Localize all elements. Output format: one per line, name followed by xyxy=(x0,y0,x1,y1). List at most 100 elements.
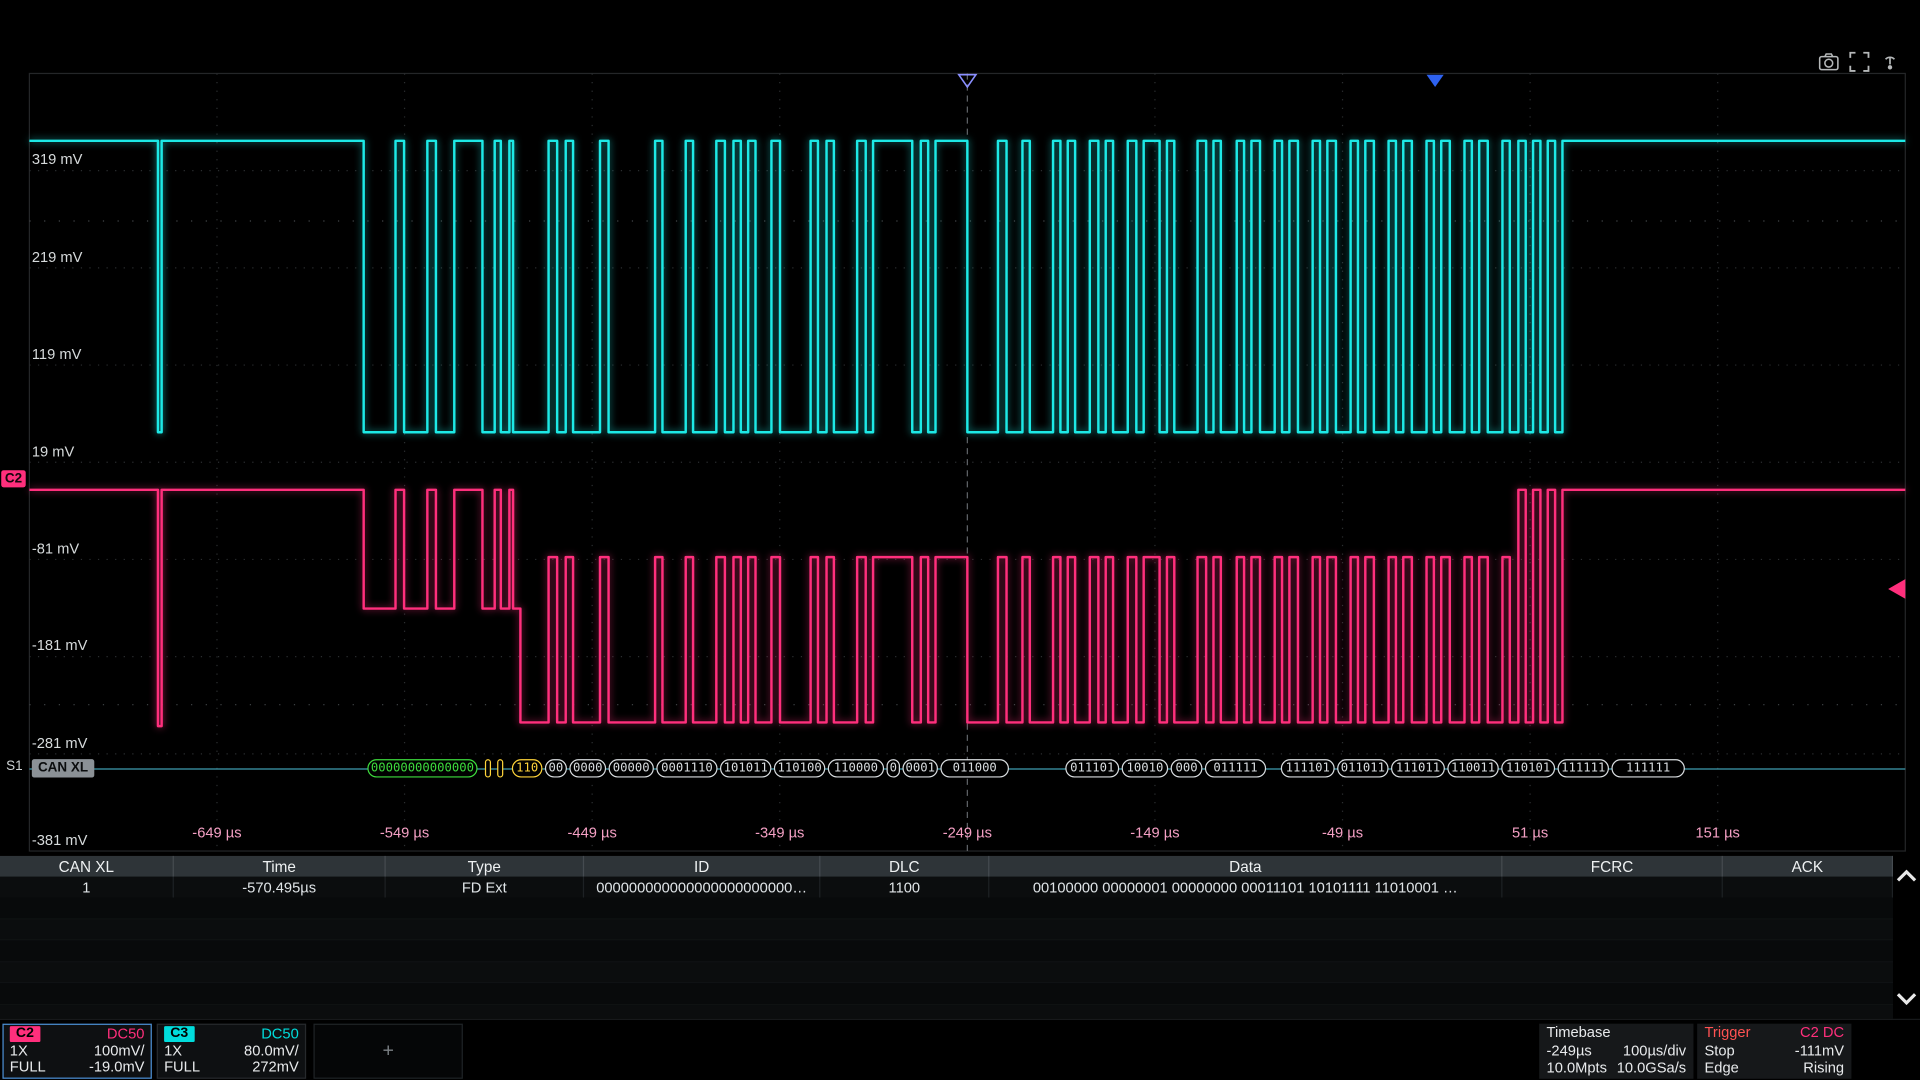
voltage-label: -281 mV xyxy=(31,734,88,752)
c2-probe-label: 1X xyxy=(9,1041,28,1059)
table-cell: 1 xyxy=(0,876,174,898)
decode-segment: 101011 xyxy=(720,759,772,778)
trigger-panel[interactable]: Trigger C2 DC Stop -111mV Edge Rising xyxy=(1697,1023,1852,1079)
table-scroll-up-button[interactable] xyxy=(1894,857,1919,894)
c2-coupling-label: DC50 xyxy=(106,1024,145,1043)
timebase-samplerate: 10.0GSa/s xyxy=(1616,1059,1687,1077)
decode-segment: 0 xyxy=(886,759,900,778)
table-header-data[interactable]: Data xyxy=(989,855,1503,877)
chevron-up-icon xyxy=(1896,869,1917,882)
c3-coupling-label: DC50 xyxy=(261,1024,299,1043)
decode-segment: 110011 xyxy=(1447,759,1499,778)
trigger-type: Edge xyxy=(1704,1059,1739,1077)
table-header-id[interactable]: ID xyxy=(584,855,821,877)
c3-probe-label: 1X xyxy=(164,1041,183,1059)
camera-icon xyxy=(1818,53,1839,71)
fullscreen-button[interactable] xyxy=(1848,51,1870,73)
table-row[interactable]: 1 -570.495µs FD Ext 00000000000000000000000… xyxy=(0,876,1894,898)
time-label: -449 µs xyxy=(567,824,617,842)
table-row-empty xyxy=(0,983,1894,1005)
c2-offset-label: -19.0mV xyxy=(88,1057,145,1076)
table-cell: -570.495µs xyxy=(174,876,386,898)
channel-c2-descriptor[interactable]: C2 DC50 1X 100mV/ FULL -19.0mV xyxy=(2,1023,152,1079)
decode-segment: 111111 xyxy=(1557,759,1609,778)
decode-segment: 110000 xyxy=(827,759,885,778)
status-bar: C2 DC50 1X 100mV/ FULL -19.0mV C3 DC50 1… xyxy=(0,1018,1920,1080)
decode-segment: 00000 xyxy=(608,759,654,778)
decode-segment: 011101 xyxy=(1065,759,1120,778)
decode-segment: 000 xyxy=(1170,759,1203,778)
trigger-delay-marker[interactable] xyxy=(957,73,978,89)
decode-segment: 110101 xyxy=(1501,759,1556,778)
voltage-label: 219 mV xyxy=(31,248,83,266)
fullscreen-icon xyxy=(1848,51,1869,72)
add-channel-button[interactable]: + xyxy=(313,1023,463,1079)
decode-segment: 011011 xyxy=(1337,759,1389,778)
zero-time-marker[interactable] xyxy=(1426,74,1444,87)
trigger-level-marker[interactable] xyxy=(1888,579,1906,599)
table-header-type[interactable]: Type xyxy=(386,855,585,877)
table-cell xyxy=(1502,876,1723,898)
channel-c3-descriptor[interactable]: C3 DC50 1X 80.0mV/ FULL 272mV xyxy=(156,1023,307,1079)
decode-segment: 110100 xyxy=(773,759,826,778)
decode-segment: 00 xyxy=(544,759,567,778)
decode-segment: 0000 xyxy=(569,759,607,778)
table-cell: 000000000000000000000000… xyxy=(584,876,821,898)
c3-scale-label: 80.0mV/ xyxy=(244,1041,299,1059)
voltage-label: 119 mV xyxy=(31,345,82,363)
decode-segment: 110 xyxy=(511,759,543,778)
voltage-label: 319 mV xyxy=(31,151,83,169)
table-header-ack[interactable]: ACK xyxy=(1723,855,1894,877)
table-scrollbar xyxy=(1893,855,1920,1019)
decode-segment: 0001110 xyxy=(656,759,718,778)
trigger-source: C2 DC xyxy=(1799,1023,1845,1041)
decode-segment: 111011 xyxy=(1391,759,1445,778)
table-cell: 1100 xyxy=(820,876,990,898)
time-label: -149 µs xyxy=(1130,824,1180,842)
c3-channel-chip: C3 xyxy=(164,1026,195,1043)
table-row-empty xyxy=(0,897,1894,919)
time-label: -49 µs xyxy=(1321,824,1364,842)
table-cell xyxy=(1723,876,1894,898)
table-cell: FD Ext xyxy=(386,876,585,898)
table-header-time[interactable]: Time xyxy=(174,855,386,877)
timebase-delay: -249µs xyxy=(1546,1041,1592,1059)
waveforms xyxy=(29,139,1906,728)
table-header-dlc[interactable]: DLC xyxy=(820,855,990,877)
time-label: -349 µs xyxy=(755,824,805,842)
table-header-can-xl[interactable]: CAN XL xyxy=(0,855,174,877)
c3-bandwidth-label: FULL xyxy=(164,1057,201,1076)
table-header-fcrc[interactable]: FCRC xyxy=(1502,855,1723,877)
table-scroll-down-button[interactable] xyxy=(1894,980,1919,1018)
time-label: -649 µs xyxy=(192,824,242,842)
decode-segment: 011111 xyxy=(1204,759,1267,778)
timebase-scale: 100µs/div xyxy=(1622,1041,1687,1059)
c2-bandwidth-label: FULL xyxy=(9,1057,46,1076)
time-label: 51 µs xyxy=(1511,824,1549,842)
decode-segment: 0001 xyxy=(902,759,938,778)
touch-icon xyxy=(1884,56,1895,70)
voltage-label: 19 mV xyxy=(31,442,75,460)
touch-gesture-button[interactable] xyxy=(1878,51,1900,73)
time-label: -249 µs xyxy=(942,824,992,842)
voltage-label: -181 mV xyxy=(31,637,88,655)
c2-channel-chip: C2 xyxy=(9,1026,41,1043)
decode-segment: 00000000000000 xyxy=(367,759,478,778)
decode-bus-chip[interactable]: CAN XL xyxy=(31,759,95,778)
decode-segment: 111111 xyxy=(1611,759,1685,778)
trigger-title: Trigger xyxy=(1704,1023,1751,1041)
trigger-slope: Rising xyxy=(1803,1059,1845,1077)
waveform-display[interactable]: 319 mV 219 mV 119 mV 19 mV -81 mV -181 mV -281… xyxy=(0,0,1920,857)
c2-offset-marker[interactable]: C2 xyxy=(1,470,26,488)
plus-icon: + xyxy=(382,1040,394,1062)
table-cell: 00100000 00000001 00000000 00011101 1010… xyxy=(989,876,1503,898)
voltage-label: -381 mV xyxy=(31,831,88,849)
decode-segment xyxy=(484,759,492,778)
trigger-level: -111mV xyxy=(1794,1041,1845,1059)
decode-table-body: 1 -570.495µs FD Ext 00000000000000000000000… xyxy=(0,876,1894,1027)
decode-segment: 10010 xyxy=(1121,759,1169,778)
time-label: -549 µs xyxy=(379,824,430,842)
timebase-panel[interactable]: Timebase -249µs 100µs/div 10.0Mpts 10.0G… xyxy=(1539,1023,1694,1079)
screenshot-camera-button[interactable] xyxy=(1817,51,1839,73)
timebase-title: Timebase xyxy=(1546,1023,1611,1041)
